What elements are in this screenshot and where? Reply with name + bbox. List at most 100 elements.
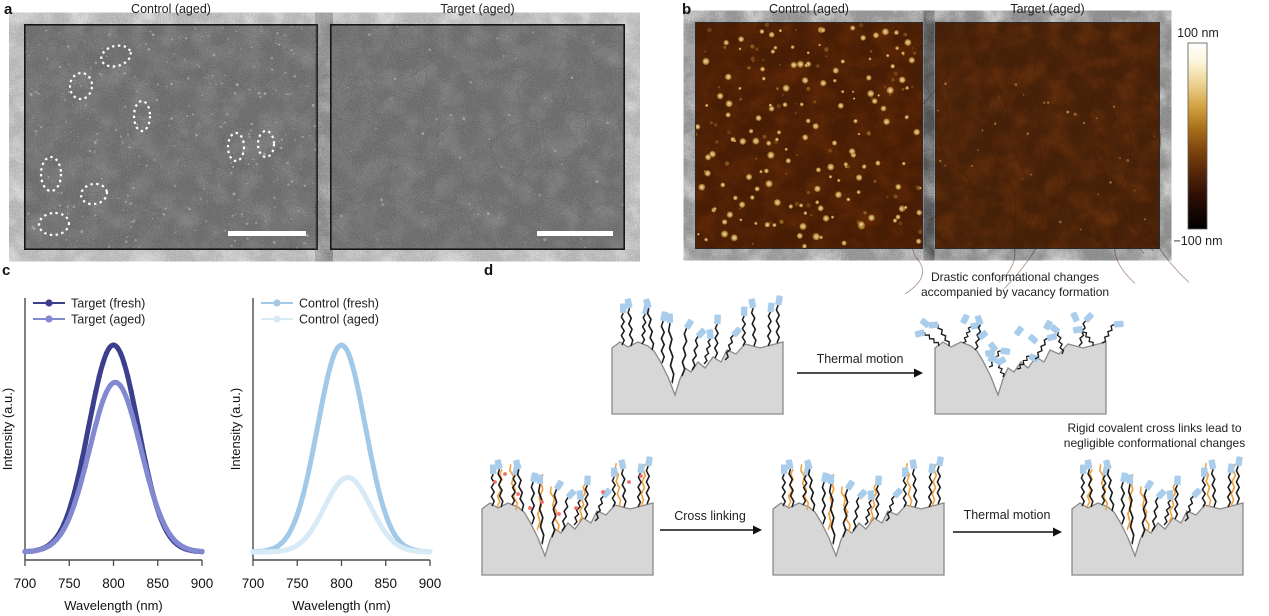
ligand-head-icon <box>1083 312 1095 323</box>
ligand-head-icon <box>741 306 748 316</box>
caption-vacancy-line1: Drastic conformational changes <box>930 270 1100 284</box>
ligand-head-icon <box>974 314 984 326</box>
ligand-head-icon <box>660 311 669 322</box>
x-axis-label: Wavelength (nm) <box>64 598 163 613</box>
caption-rigid-crosslinks: Rigid covalent cross links lead to negli… <box>1040 421 1269 451</box>
panel-a-right-title: Target (aged) <box>440 2 515 16</box>
scale-bar <box>537 231 613 236</box>
panel-c-label: c <box>2 262 11 279</box>
legend-entry: Target (fresh) <box>71 297 145 311</box>
ligand-head-icon <box>643 298 652 309</box>
sem-image-control-aged <box>23 24 319 251</box>
ligand-head-icon <box>1049 324 1061 335</box>
ligand-head-icon <box>785 459 794 470</box>
ligand-head-icon <box>1028 353 1040 363</box>
substrate-with-crosslinkers <box>481 456 654 576</box>
scale-bar <box>228 231 306 236</box>
dashed-ellipse-annotation <box>37 211 71 237</box>
ligand-head-icon <box>554 479 564 491</box>
ligand-head-icon <box>804 459 813 470</box>
caption-rigid-line1: Rigid covalent cross links lead to <box>1067 421 1242 435</box>
panel-b-label: b <box>682 1 692 18</box>
arrow-label-thermal-motion-1: Thermal motion <box>816 352 904 366</box>
ligand-head-icon <box>624 298 633 309</box>
dashed-ellipse-annotation <box>39 155 63 193</box>
x-tick-label: 900 <box>419 576 442 591</box>
ligand-head-icon <box>1113 320 1124 328</box>
legend-entry: Target (aged) <box>71 313 145 327</box>
ligand-head-icon <box>902 467 909 477</box>
detached-ligand-head-icon <box>984 349 996 357</box>
ligand-head-icon <box>1046 333 1058 342</box>
x-tick-label: 850 <box>146 576 169 591</box>
ligand-head-icon <box>584 475 591 486</box>
colorbar-max-label: 100 nm <box>1177 26 1219 40</box>
ligand-head-icon <box>827 474 835 485</box>
ligand-head-icon <box>775 295 783 306</box>
ligand-head-icon <box>1120 472 1129 483</box>
sem-image-target-aged <box>330 23 625 250</box>
chart-target-spectra: 700 750 800 850 900 Wavelength (nm) Intensity … <box>0 297 213 614</box>
thermal-motion-arrow-1 <box>797 368 923 378</box>
arrow-label-cross-linking: Cross linking <box>674 509 746 523</box>
detached-ligand-head-icon <box>960 313 970 325</box>
ligand-head-icon <box>513 459 522 470</box>
ligand-head-icon <box>696 327 707 339</box>
x-tick-label: 800 <box>102 576 125 591</box>
chart-control-spectra: 700 750 800 850 900 Wavelength (nm) Intensity … <box>228 297 441 614</box>
y-axis-label: Intensity (a.u.) <box>228 388 243 470</box>
x-tick-label: 800 <box>330 576 353 591</box>
ligand-head-icon <box>494 459 503 470</box>
x-tick-label: 850 <box>374 576 397 591</box>
dashed-ellipse-annotation <box>256 129 276 159</box>
colorbar <box>1187 42 1208 230</box>
ligand-head-icon <box>706 329 714 340</box>
ligand-head-icon <box>748 298 757 309</box>
caption-rigid-line2: negligible conformational changes <box>1063 436 1246 450</box>
y-axis-label: Intensity (a.u.) <box>0 388 15 470</box>
arrow-label-thermal-motion-2: Thermal motion <box>963 508 1051 522</box>
ligand-head-icon <box>618 459 627 470</box>
thermal-motion-arrow-2 <box>953 527 1062 537</box>
ligand-head-icon <box>857 488 868 500</box>
caption-vacancy-line2: accompanied by vacancy formation <box>920 285 1110 299</box>
ligand-head-icon <box>914 329 926 338</box>
ligand-head-icon <box>845 479 855 491</box>
ligand-head-icon <box>1000 347 1011 355</box>
ligand-head-icon <box>637 463 645 474</box>
ligand-head-icon <box>875 475 882 486</box>
diagram-cross-linking <box>481 295 1244 576</box>
panel-b-right-title: Target (aged) <box>1010 2 1085 16</box>
dashed-ellipse-annotation <box>226 131 246 163</box>
x-tick-label: 900 <box>191 576 214 591</box>
detached-ligand-head-icon <box>987 341 999 353</box>
substrate-cross-linked-after-thermal-motion <box>1071 456 1244 576</box>
ligand-head-icon <box>666 313 674 324</box>
ligand-head-icon <box>620 303 627 313</box>
ligand-head-icon <box>611 467 618 477</box>
ligand-head-icon <box>566 488 577 500</box>
ligand-head-icon <box>1235 456 1243 467</box>
legend-entry: Control (fresh) <box>299 297 379 311</box>
caption-vacancy-formation: Drastic conformational changes accompani… <box>900 270 1130 300</box>
panel-a-left-title: Control (aged) <box>131 2 211 16</box>
ligand-head-icon <box>645 456 653 467</box>
ligand-head-icon <box>714 314 721 325</box>
ligand-head-icon <box>892 487 903 499</box>
detached-ligand-head-icon <box>1043 319 1053 331</box>
ligand-head-icon <box>731 326 742 338</box>
dashed-ellipse-annotation <box>79 182 109 206</box>
detached-ligand-head-icon <box>995 356 1007 366</box>
ligand-head-icon <box>1227 463 1235 474</box>
ligand-head-icon <box>781 464 788 474</box>
ligand-head-icon <box>601 487 612 499</box>
detached-ligand-head-icon <box>1027 333 1039 345</box>
ligand-head-icon <box>1144 479 1154 491</box>
x-tick-label: 750 <box>286 576 309 591</box>
ligand-head-icon <box>1103 459 1112 470</box>
ligand-head-icon <box>909 459 918 470</box>
substrate-cross-linked <box>772 456 945 576</box>
ligand-head-icon <box>684 318 694 330</box>
colorbar-min-label: −100 nm <box>1173 234 1223 248</box>
